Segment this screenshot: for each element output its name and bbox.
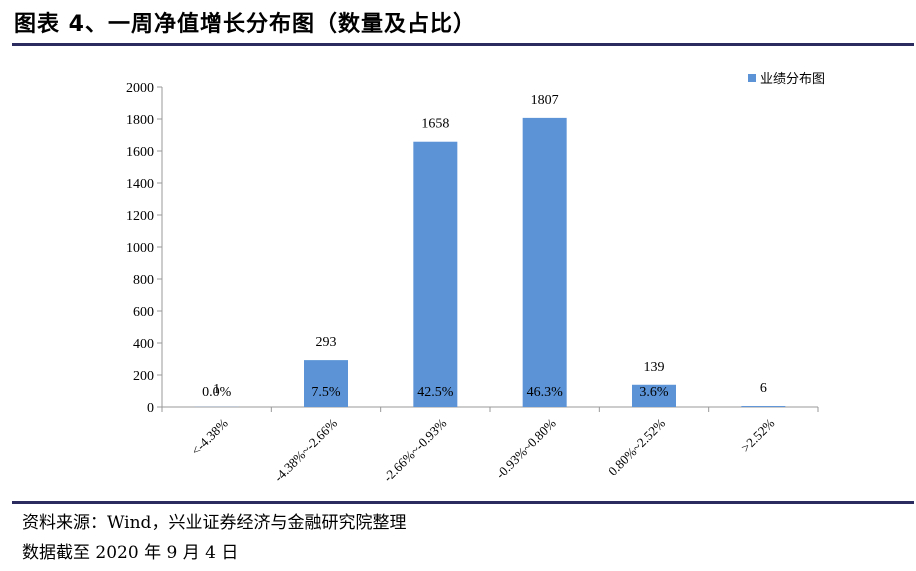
- share-label: 7.5%: [311, 385, 341, 400]
- bar: [304, 360, 348, 407]
- value-label: 1658: [421, 117, 449, 132]
- page-title: 图表 4、一周净值增长分布图（数量及占比）: [14, 12, 476, 37]
- bar: [413, 141, 458, 407]
- bar: [522, 117, 567, 407]
- bar-chart: 0 200 400 600 800 1000 1200 1400 1600 1800 2000 <-…: [126, 81, 819, 485]
- value-label: 6: [760, 381, 767, 396]
- share-label: 42.5%: [417, 385, 454, 400]
- value-label: 1: [213, 382, 220, 397]
- x-axis: <-4.38% -4.38%~-2.66% -2.66%~-0.93% -0.93%~…: [161, 406, 819, 485]
- date-note: 数据截至 2020 年 9 月 4 日: [22, 543, 239, 563]
- value-label: 1807: [531, 93, 559, 108]
- y-tick-label: 1200: [126, 209, 154, 224]
- x-tick-label: -0.93%~0.80%: [493, 415, 559, 481]
- x-tick-label: -4.38%~-2.66%: [271, 415, 340, 484]
- bottom-rule: [12, 501, 914, 504]
- x-tick-label: <-4.38%: [188, 415, 231, 458]
- y-axis: 0 200 400 600 800 1000 1200 1400 1600 1800 2000: [126, 81, 163, 416]
- chart-legend: 业绩分布图: [748, 68, 825, 87]
- y-tick-label: 2000: [126, 81, 154, 96]
- value-label: 293: [316, 335, 337, 350]
- y-tick-label: 1800: [126, 113, 154, 128]
- title-rule: [12, 43, 914, 46]
- y-tick-label: 400: [133, 337, 154, 352]
- y-tick-label: 0: [147, 401, 154, 416]
- value-label: 139: [644, 360, 665, 375]
- x-tick-label: -2.66%~-0.93%: [380, 415, 449, 484]
- y-tick-label: 1400: [126, 177, 154, 192]
- bar: [741, 406, 786, 407]
- share-label: 46.3%: [527, 385, 564, 400]
- source-note: 资料来源：Wind，兴业证券经济与金融研究院整理: [22, 513, 407, 533]
- y-tick-label: 800: [133, 273, 154, 288]
- bar: [632, 384, 676, 407]
- x-tick-label: 0.80%~2.52%: [605, 415, 668, 478]
- y-tick-label: 1600: [126, 145, 154, 160]
- y-tick-label: 600: [133, 305, 154, 320]
- legend-swatch: [748, 73, 756, 82]
- legend-label: 业绩分布图: [760, 72, 826, 87]
- data-labels: 10.0% 293 7.5% 1658 42.5% 1807 46.3% 139 3.6% 6: [202, 93, 767, 400]
- x-tick-label: >2.52%: [738, 415, 778, 455]
- bars: [194, 117, 786, 407]
- share-label: 3.6%: [639, 385, 669, 400]
- y-tick-label: 1000: [126, 241, 154, 256]
- y-tick-label: 200: [133, 369, 154, 384]
- share-label: 0.0%: [202, 385, 232, 400]
